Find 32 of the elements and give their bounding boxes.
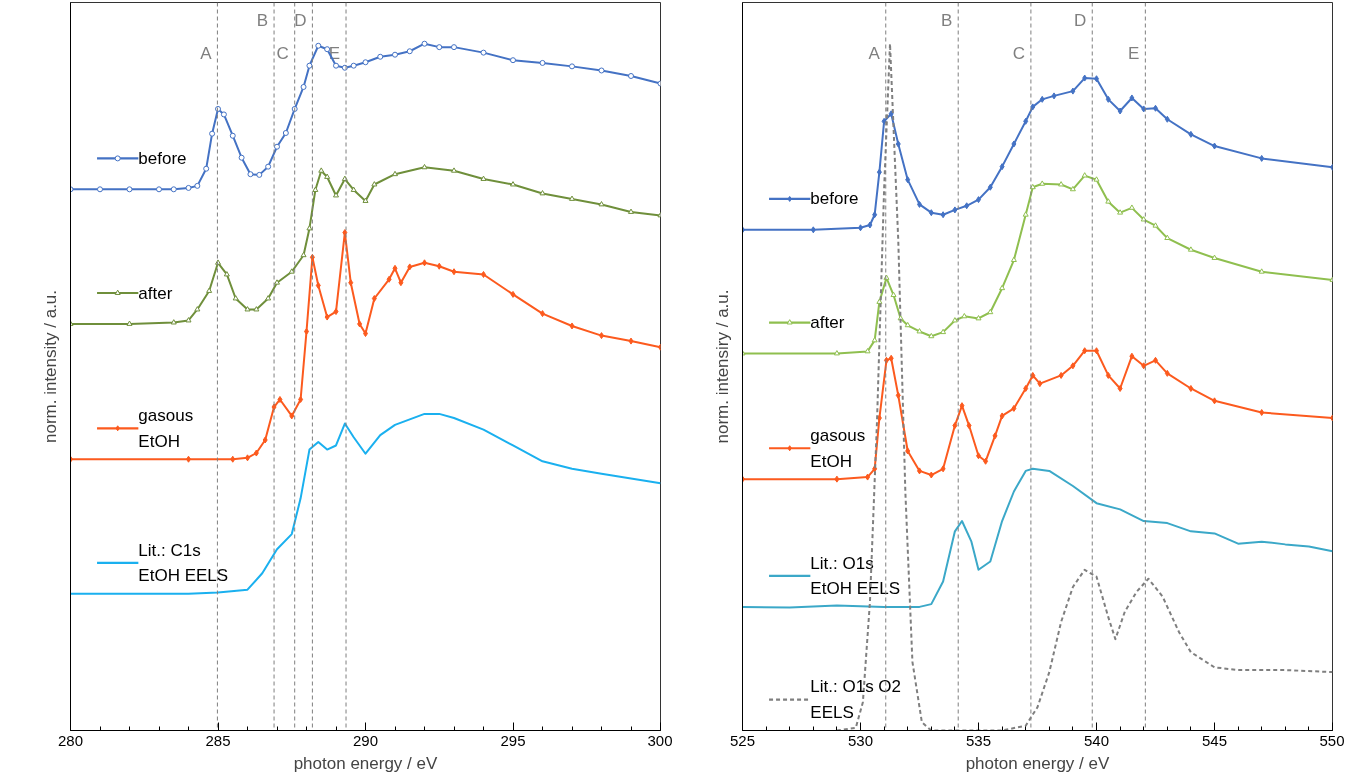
ref-line-label: C [276, 43, 289, 63]
legend-label: Lit.: C1s EtOH EELS [138, 540, 229, 586]
ref-line-label: A [868, 43, 881, 63]
x-tick-label: 300 [647, 731, 673, 749]
x-tick-label: 540 [1083, 731, 1110, 749]
x-tick-label: 525 [729, 731, 756, 749]
ref-line-label: C [1012, 43, 1025, 63]
x-tick-label: 280 [57, 731, 84, 749]
legend-label: after [138, 283, 173, 303]
legend-label: before [138, 148, 187, 168]
ref-line-label: B [256, 11, 269, 31]
legend-label: after [810, 313, 845, 333]
ref-line-label: A [200, 43, 213, 63]
legend-label: Lit.: O1s O2 EELS [810, 677, 902, 722]
x-tick-label: 290 [352, 731, 379, 749]
x-tick-label: 285 [205, 731, 231, 749]
x-tick-label: 530 [847, 731, 874, 749]
ref-line-label: E [1128, 43, 1140, 63]
x-tick-label: 535 [965, 731, 992, 749]
x-tick-label: 295 [500, 731, 526, 749]
y-axis-title: norm. intensity / a.u. [40, 289, 60, 444]
ref-line-label: D [294, 11, 307, 31]
legend-label: gasous EtOH [810, 425, 866, 471]
x-axis-title: photon energy / eV [965, 753, 1110, 773]
ref-line-label: B [940, 11, 953, 31]
legend-label: gasous EtOH [138, 405, 194, 451]
y-axis-title: norm. intensiry / a.u. [712, 289, 732, 444]
legend-label: before [810, 189, 859, 209]
x-tick-label: 545 [1201, 731, 1228, 749]
ref-line-label: D [1074, 11, 1087, 31]
x-axis-title: photon energy / eV [293, 753, 438, 773]
x-tick-label: 550 [1319, 731, 1345, 749]
